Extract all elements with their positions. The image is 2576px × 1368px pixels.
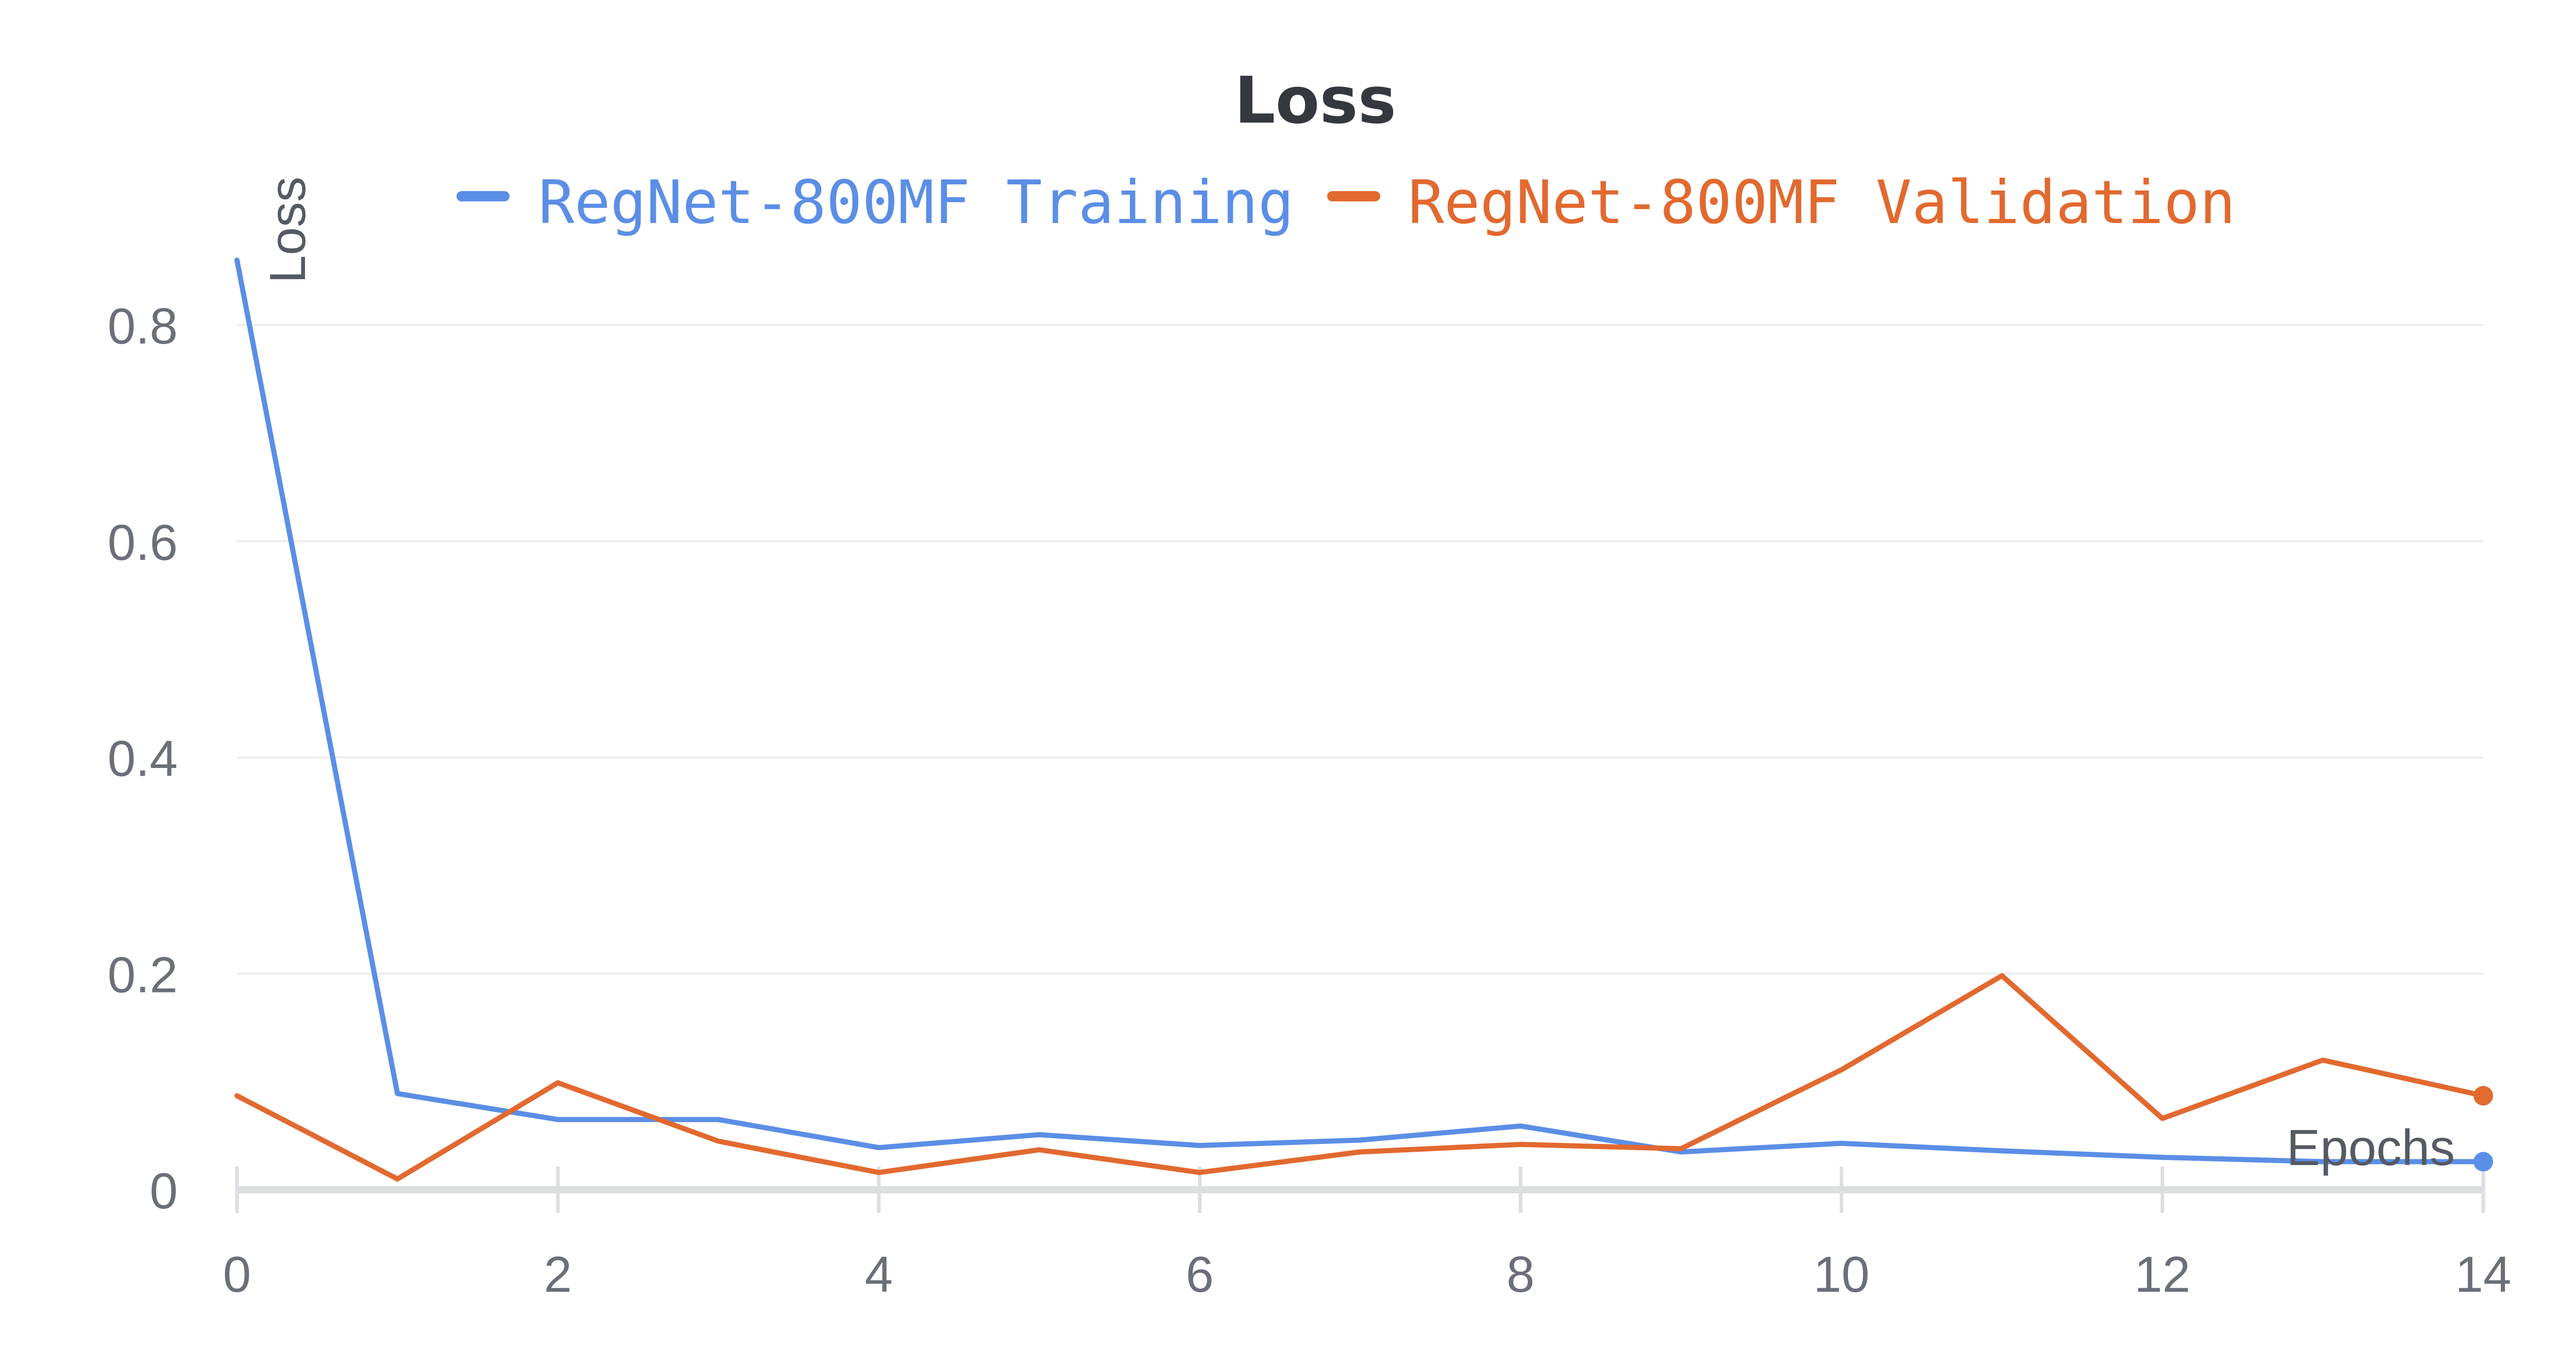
x-tick-label-6: 12 — [2134, 1246, 2191, 1303]
x-tick-label-1: 2 — [544, 1246, 572, 1303]
legend-label-training: RegNet-800MF Training — [538, 168, 1294, 237]
end-marker-validation — [2473, 1086, 2493, 1106]
y-tick-label-4: 0.8 — [108, 298, 178, 354]
legend-swatch-validation — [1327, 191, 1380, 201]
y-tick-label-2: 0.4 — [108, 730, 178, 787]
legend: RegNet-800MF Training RegNet-800MF Valid… — [456, 168, 2235, 237]
series-line-training — [234, 258, 2486, 1165]
x-tick-label-5: 10 — [1814, 1246, 1870, 1303]
y-tick-label-1: 0.2 — [108, 946, 178, 1003]
grid — [237, 324, 2483, 975]
y-tick-label-3: 0.6 — [108, 514, 178, 571]
chart-title: Loss — [1234, 63, 1396, 138]
legend-item-validation[interactable]: RegNet-800MF Validation — [1327, 168, 2235, 237]
legend-item-training[interactable]: RegNet-800MF Training — [456, 168, 1294, 237]
x-tick-label-3: 6 — [1185, 1246, 1214, 1303]
x-axis: 0 2 4 6 8 10 12 14 — [223, 1167, 2512, 1303]
y-axis: 0 0.2 0.4 0.6 0.8 — [108, 298, 178, 1219]
series-lines — [234, 258, 2486, 1182]
x-tick-label-0: 0 — [223, 1246, 251, 1303]
x-axis-label: Epochs — [2286, 1119, 2455, 1176]
legend-label-validation: RegNet-800MF Validation — [1408, 168, 2235, 237]
end-marker-training — [2473, 1152, 2493, 1172]
x-tick-label-2: 4 — [865, 1246, 893, 1303]
y-tick-label-0: 0 — [149, 1162, 178, 1219]
y-axis-label: Loss — [259, 177, 316, 283]
series-line-validation — [234, 973, 2486, 1182]
legend-swatch-training — [456, 191, 510, 201]
x-tick-label-4: 8 — [1506, 1246, 1535, 1303]
end-markers — [2473, 1086, 2493, 1172]
x-tick-label-7: 14 — [2455, 1246, 2511, 1303]
